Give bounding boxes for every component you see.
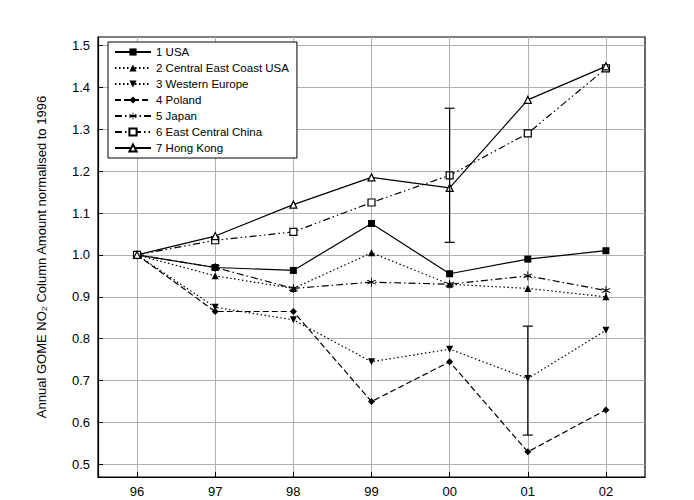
svg-text:1 USA: 1 USA (156, 46, 190, 58)
svg-text:0.6: 0.6 (72, 415, 90, 430)
svg-text:01: 01 (521, 484, 535, 499)
svg-text:00: 00 (442, 484, 456, 499)
svg-text:2 Central East Coast USA: 2 Central East Coast USA (156, 62, 289, 74)
svg-text:5 Japan: 5 Japan (156, 110, 197, 122)
svg-text:1.5: 1.5 (72, 38, 90, 53)
svg-text:1.1: 1.1 (72, 206, 90, 221)
svg-text:96: 96 (130, 484, 144, 499)
svg-text:7 Hong Kong: 7 Hong Kong (156, 142, 223, 154)
svg-text:4 Poland: 4 Poland (156, 94, 201, 106)
svg-text:3 Western Europe: 3 Western Europe (156, 78, 248, 90)
svg-text:0.7: 0.7 (72, 373, 90, 388)
svg-text:02: 02 (599, 484, 613, 499)
svg-text:0.5: 0.5 (72, 457, 90, 472)
svg-text:Annual GOME NO₂ Column Amount: Annual GOME NO₂ Column Amount normalised… (34, 96, 49, 418)
svg-text:6 East Central China: 6 East Central China (156, 126, 263, 138)
svg-text:1.3: 1.3 (72, 122, 90, 137)
svg-text:0.9: 0.9 (72, 289, 90, 304)
svg-text:1.0: 1.0 (72, 247, 90, 262)
svg-text:1.2: 1.2 (72, 164, 90, 179)
svg-text:0.8: 0.8 (72, 331, 90, 346)
svg-text:99: 99 (364, 484, 378, 499)
svg-text:97: 97 (208, 484, 222, 499)
svg-text:98: 98 (286, 484, 300, 499)
svg-text:1.4: 1.4 (72, 80, 90, 95)
